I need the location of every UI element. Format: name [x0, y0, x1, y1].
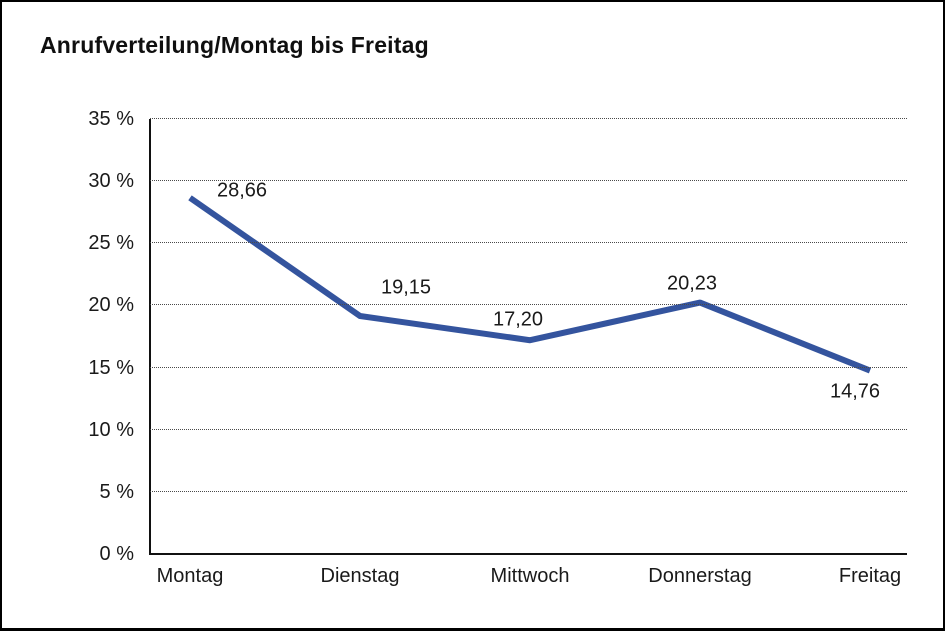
- y-axis-tick-label: 35 %: [88, 108, 134, 130]
- gridline: [150, 118, 907, 119]
- y-axis-tick-label: 30 %: [88, 170, 134, 193]
- y-axis-tick-label: 25 %: [88, 232, 134, 255]
- y-axis-tick-label: 15 %: [88, 356, 134, 379]
- data-point-label: 14,76: [829, 380, 881, 403]
- gridline: [150, 180, 907, 182]
- x-axis-label: Donnerstag: [648, 565, 752, 587]
- data-point-label: 19,15: [380, 276, 432, 299]
- y-axis-tick-label: 5 %: [99, 480, 134, 503]
- x-axis-label: Dienstag: [320, 565, 400, 587]
- x-axis-label: Mittwoch: [490, 565, 570, 587]
- y-axis-tick-label: 10 %: [88, 418, 134, 441]
- gridline: [150, 366, 907, 368]
- x-axis-line: [149, 553, 907, 555]
- x-axis-label: Freitag: [838, 565, 902, 587]
- chart-title: Anrufverteilung/Montag bis Freitag: [40, 32, 429, 58]
- data-point-label: 20,23: [666, 272, 718, 295]
- data-point-label: 28,66: [216, 179, 268, 202]
- x-axis-label: Montag: [156, 565, 224, 587]
- plot-svg: [188, 195, 872, 374]
- y-axis-tick-label: 0 %: [99, 543, 134, 565]
- gridline: [150, 428, 907, 430]
- series-line: [188, 195, 872, 374]
- gridline: [150, 242, 907, 244]
- y-axis-line: [149, 119, 151, 555]
- gridline: [150, 490, 907, 492]
- y-axis-tick-label: 20 %: [88, 294, 134, 317]
- gridline: [150, 304, 907, 306]
- data-point-label: 17,20: [492, 308, 544, 331]
